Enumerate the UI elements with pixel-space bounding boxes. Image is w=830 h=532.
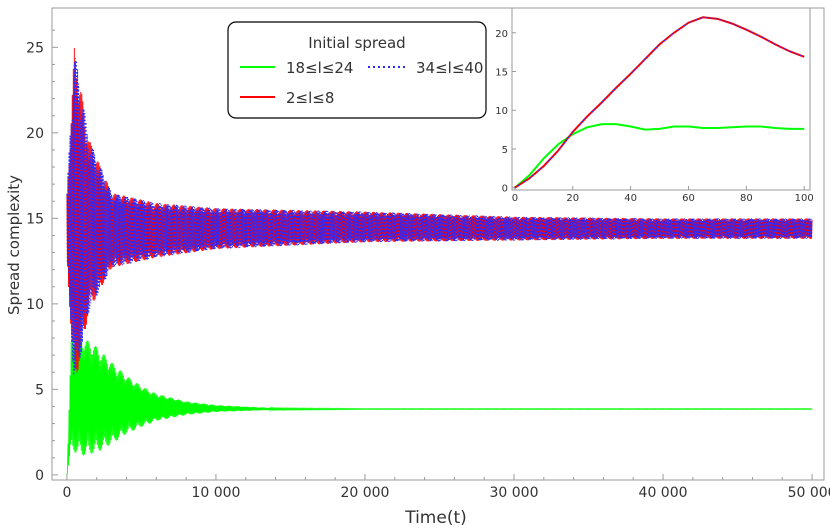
inset-series-line: [514, 123, 805, 189]
legend-entry-18-24: 18≤l≤24: [286, 59, 353, 77]
inset-x-tick-label: 40: [624, 193, 637, 204]
inset-y-tick-label: 0: [502, 184, 508, 195]
y-tick-label: 25: [26, 40, 44, 56]
main-plot-frame: [51, 7, 825, 481]
legend-entry-2-8: 2≤l≤8: [286, 89, 334, 107]
y-tick-label: 0: [35, 468, 44, 484]
inset-y-tick-label: 10: [495, 106, 508, 117]
y-tick-label: 10: [26, 297, 44, 313]
inset-series-line: [514, 16, 805, 189]
x-tick-label: 30 000: [490, 485, 539, 501]
inset-x-tick-label: 100: [795, 193, 814, 204]
x-tick-label: 20 000: [340, 485, 389, 501]
legend: Initial spread 18≤l≤24 34≤l≤40 2≤l≤8: [227, 21, 487, 119]
inset-x-tick-label: 60: [682, 193, 695, 204]
y-tick-label: 15: [26, 211, 44, 227]
inset-frame: [511, 7, 811, 191]
y-tick-label: 5: [35, 382, 44, 398]
legend-entry-34-40: 34≤l≤40: [416, 59, 483, 77]
inset-x-tick-label: 0: [512, 193, 518, 204]
series-line-18-24: [66, 336, 813, 475]
x-tick-label: 50 000: [788, 485, 830, 501]
inset-chart: 0 20 40 60 80 100 0 5 10 15 20: [495, 7, 814, 204]
x-tick-label: 40 000: [639, 485, 688, 501]
y-axis-label: Spread complexity: [5, 175, 23, 315]
inset-x-tick-label: 20: [566, 193, 579, 204]
x-tick-label: 10 000: [191, 485, 240, 501]
y-tick-label: 20: [26, 126, 44, 142]
series-line-34-40: [66, 58, 813, 376]
inset-y-tick-label: 5: [502, 145, 508, 156]
x-tick-label: 0: [62, 485, 71, 501]
legend-title: Initial spread: [308, 34, 405, 52]
inset-y-tick-label: 20: [495, 29, 508, 40]
x-axis-label: Time(t): [404, 508, 467, 528]
inset-y-tick-label: 15: [495, 68, 508, 79]
legend-box: [227, 21, 487, 119]
inset-x-tick-label: 80: [740, 193, 753, 204]
